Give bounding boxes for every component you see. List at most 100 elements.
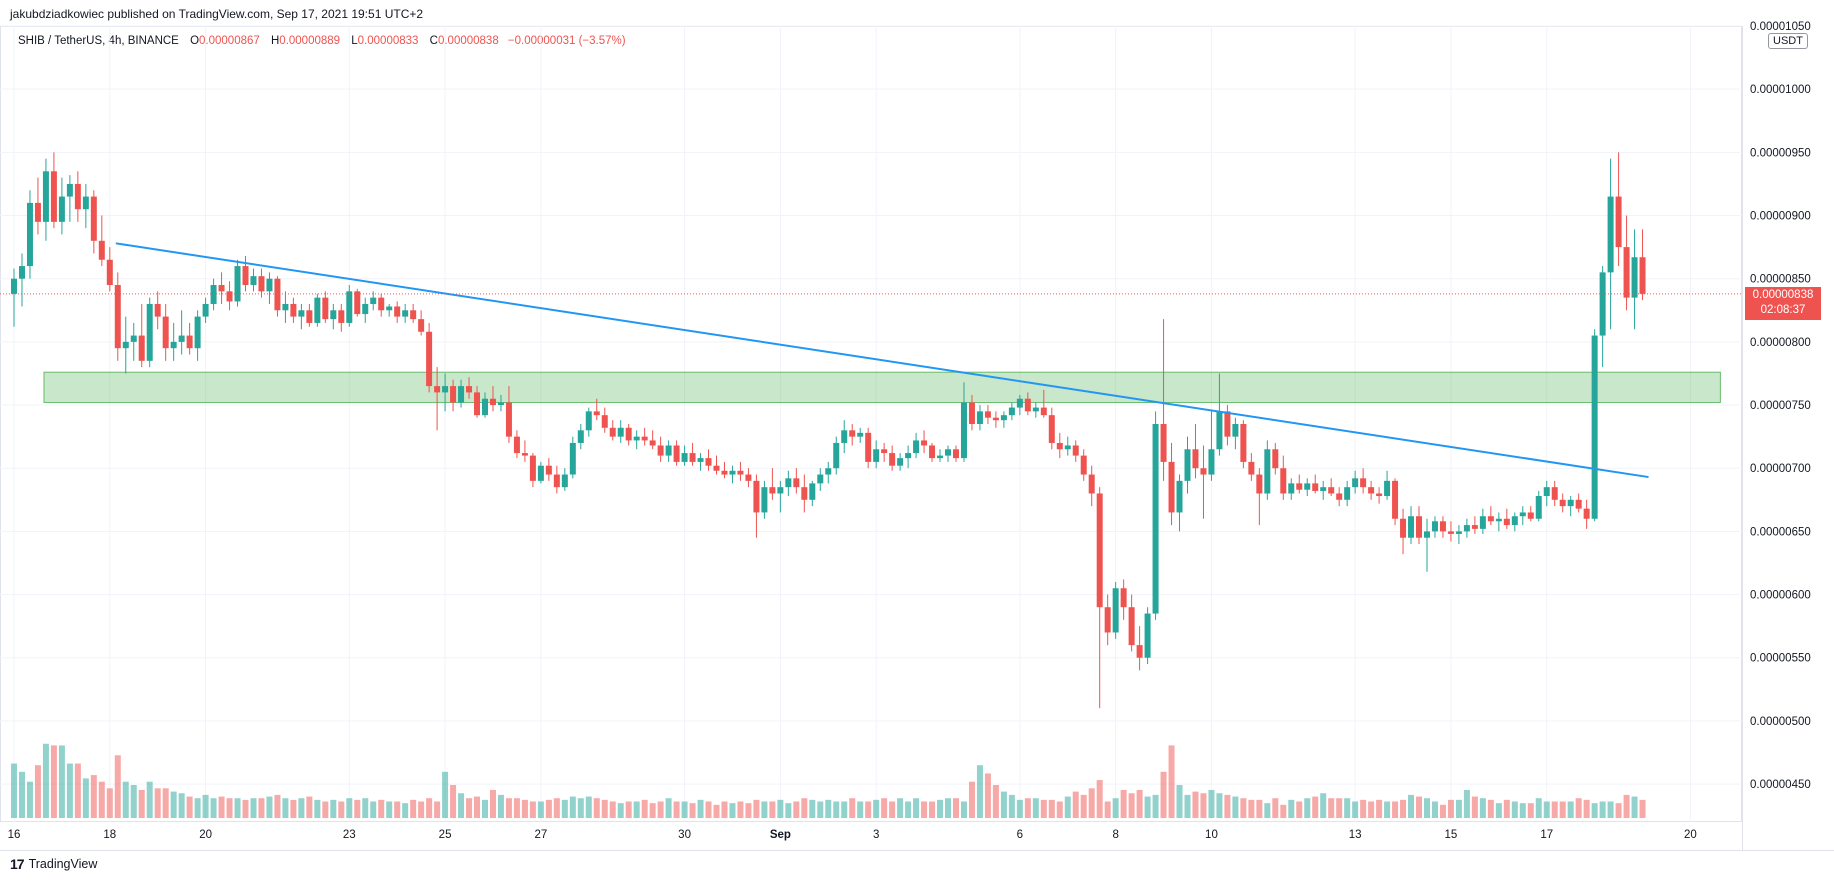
volume-bar	[58, 745, 65, 818]
volume-bar	[809, 799, 816, 818]
candle-body	[370, 297, 377, 304]
candle-body	[1064, 445, 1071, 450]
candle-body	[202, 303, 209, 317]
footer-brand[interactable]: 17 TradingView	[10, 856, 97, 872]
plot-frame	[0, 26, 1742, 822]
time-tick-label: Sep	[770, 829, 791, 841]
volume-bar	[777, 799, 784, 818]
volume-bar	[410, 799, 417, 818]
volume-bar	[689, 803, 696, 818]
volume-bar	[1344, 798, 1351, 818]
volume-bar	[234, 798, 241, 818]
currency-button[interactable]: USDT	[1768, 33, 1808, 49]
candle-body	[561, 474, 568, 488]
volume-bar	[545, 799, 552, 818]
candle-body	[481, 398, 488, 416]
candle-body	[705, 458, 712, 466]
volume-bar	[66, 763, 73, 818]
candle-body	[1312, 483, 1319, 491]
volume-bar	[370, 801, 377, 818]
candle-body	[801, 487, 808, 500]
candle-body	[753, 480, 760, 513]
volume-bar	[298, 798, 305, 818]
price-axis[interactable]: 0.00001050 0.00001000 0.00000950 0.00000900…	[1750, 21, 1811, 791]
price-tick-label: 0.00001000	[1750, 84, 1811, 96]
candle-body	[689, 453, 696, 462]
candle-body	[1487, 516, 1494, 522]
candle-body	[1559, 499, 1566, 507]
candle-body	[1080, 455, 1087, 475]
candle-body	[1240, 424, 1247, 462]
volume-bar	[529, 801, 536, 818]
volume-bar	[1519, 803, 1526, 818]
volume-bar	[378, 799, 385, 818]
candle-body	[378, 297, 385, 311]
volume-bar	[1248, 799, 1255, 818]
volume-bar	[194, 798, 201, 818]
volume-bar	[497, 794, 504, 818]
candle-body	[929, 445, 936, 459]
candle-body	[1416, 516, 1423, 538]
time-tick-label: 20	[199, 829, 212, 841]
candle-body	[976, 411, 983, 424]
candle-body	[1368, 487, 1375, 494]
candle-body	[1304, 483, 1311, 490]
volume-bar	[697, 799, 704, 818]
candle-body	[601, 415, 608, 428]
candle-body	[1623, 247, 1630, 298]
close-label: C	[429, 35, 438, 47]
volume-bar	[1064, 796, 1071, 818]
volume-layer	[11, 743, 1646, 818]
candle-body	[1328, 487, 1335, 494]
candle-body	[729, 470, 736, 475]
time-tick-label: 6	[1017, 829, 1023, 841]
candle-body	[458, 386, 465, 403]
candle-body	[913, 440, 920, 454]
volume-bar	[338, 801, 345, 818]
volume-bar	[354, 799, 361, 818]
volume-bar	[1048, 799, 1055, 818]
volume-bar	[242, 799, 249, 818]
volume-bar	[1272, 798, 1279, 818]
candle-body	[402, 310, 409, 317]
volume-bar	[553, 798, 560, 818]
candle-body	[513, 436, 520, 454]
candle-body	[98, 240, 105, 260]
candle-body	[1599, 272, 1606, 336]
volume-bar	[1503, 799, 1510, 818]
candle-body	[1288, 483, 1295, 494]
candle-body	[1112, 588, 1119, 633]
volume-bar	[673, 801, 680, 818]
candle-body	[737, 470, 744, 475]
support-zone	[43, 371, 1721, 404]
candle-body	[1591, 335, 1598, 519]
volume-bar	[609, 801, 616, 818]
volume-bar	[1200, 793, 1207, 818]
candle-body	[50, 171, 57, 222]
volume-bar	[1024, 798, 1031, 818]
candle-body	[1200, 468, 1207, 475]
volume-bar	[633, 801, 640, 818]
candle-body	[505, 402, 512, 437]
time-tick-label: 16	[8, 829, 21, 841]
candle-body	[1511, 516, 1518, 526]
volume-bar	[1264, 803, 1271, 818]
candle-body	[314, 297, 321, 323]
candle-body	[873, 449, 880, 462]
volume-bar	[1040, 799, 1047, 818]
volume-bar	[1168, 745, 1175, 818]
volume-bar	[753, 799, 760, 818]
tradingview-logo-icon: 17	[10, 856, 25, 872]
candle-body	[162, 316, 169, 349]
candle-body	[1320, 487, 1327, 491]
candle-body	[90, 196, 97, 241]
time-axis[interactable]: 16 18 20 23 25 27 30 Sep 3 6 8 10 13 15 17 20	[8, 829, 1697, 841]
volume-bar	[1527, 803, 1534, 818]
candle-body	[330, 310, 337, 320]
support-zone-layer	[43, 371, 1721, 404]
candle-body	[881, 449, 888, 454]
candle-body	[937, 455, 944, 459]
candle-body	[226, 291, 233, 302]
price-tick-label: 0.00001050	[1750, 21, 1811, 33]
